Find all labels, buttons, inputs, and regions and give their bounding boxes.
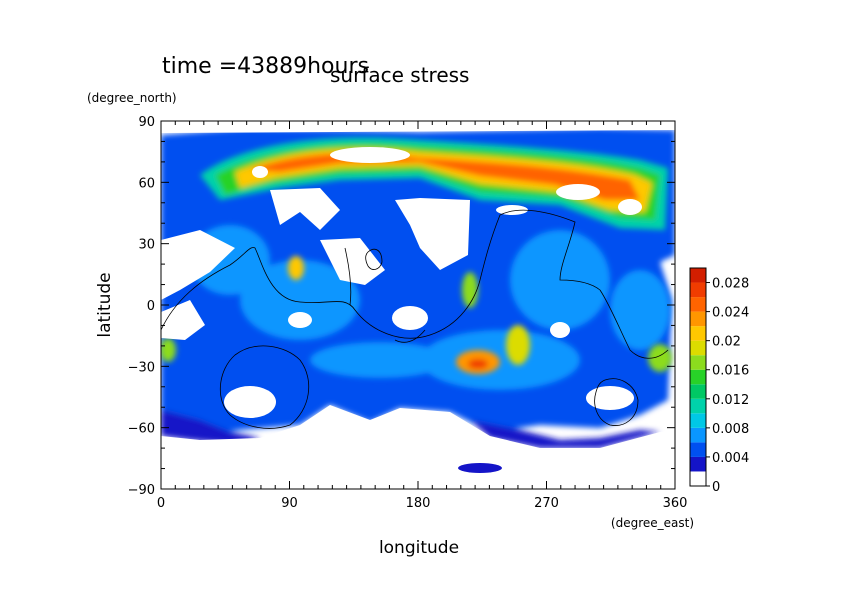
hotspot-4	[462, 272, 478, 308]
contour-6	[394, 329, 426, 343]
y-axis-unit: (degree_north)	[87, 91, 177, 105]
colorbar-tick-label: 0.004	[712, 451, 749, 466]
hotspot-1-core	[468, 359, 488, 369]
calm-patch-3	[556, 184, 600, 200]
colorbar-swatch	[690, 442, 706, 457]
colorbar-swatch	[690, 355, 706, 370]
hotspot-3	[288, 256, 304, 280]
calm-patch-12	[586, 386, 634, 410]
y-tick-label: 0	[147, 299, 155, 314]
calm-patch-9	[161, 230, 235, 300]
calm-patch-2	[252, 166, 268, 178]
chart-title: surface stress	[330, 63, 469, 87]
jet-stream	[200, 137, 668, 230]
colorbar-swatch	[690, 297, 706, 312]
colorbar-tick-label: 0.012	[712, 393, 749, 408]
colorbar-tick-label: 0.02	[712, 335, 741, 350]
patch-cyan-2	[420, 330, 580, 390]
secondary-hotspots	[161, 256, 672, 374]
hotspot-6	[648, 344, 672, 372]
hotspot-5	[161, 338, 176, 362]
calm-patch-14	[288, 312, 312, 328]
colorbar-swatch	[690, 384, 706, 399]
calm-patch-10	[161, 300, 205, 340]
contour-1	[161, 209, 669, 359]
x-axis-unit: (degree_east)	[611, 516, 694, 530]
calm-patch-13	[392, 306, 428, 330]
x-tick-label: 180	[406, 496, 431, 511]
calm-patch-7	[395, 198, 470, 270]
contour-2	[219, 345, 309, 429]
colorbar-swatch	[690, 398, 706, 414]
calm-patch-11	[224, 386, 276, 418]
colorbar-swatch	[690, 282, 706, 298]
calm-south	[161, 405, 675, 489]
colorbar-swatch	[690, 311, 706, 327]
colorbar-tick-label: 0	[712, 480, 720, 495]
y-tick-label: −30	[128, 360, 155, 375]
y-axis: −90 −60 −30 0 30 60 90	[128, 115, 675, 498]
colorbar-swatch	[690, 340, 706, 356]
contour-lines	[161, 209, 669, 429]
patch-cyan-6	[610, 270, 670, 350]
x-axis-label: longitude	[379, 538, 459, 558]
x-tick-label: 90	[281, 496, 298, 511]
calm-regions	[161, 121, 675, 489]
time-label: time =43889hours	[162, 54, 369, 79]
hotspot-2	[506, 325, 530, 365]
colorbar-swatch	[690, 369, 706, 385]
calm-patch-8	[320, 238, 385, 285]
colorbar-tick-label: 0.024	[712, 306, 749, 321]
y-tick-label: 30	[138, 238, 155, 253]
x-tick-label: 0	[157, 496, 165, 511]
colorbar-swatch	[690, 326, 706, 341]
patch-cyan-5	[310, 342, 450, 378]
contour-4	[365, 248, 383, 270]
calm-patch-5	[496, 205, 528, 215]
field-layer	[161, 121, 675, 489]
colorbar: 0 0.004 0.008 0.012 0.016 0.02 0.024 0.028	[689, 267, 749, 495]
contour-3	[594, 378, 639, 426]
calm-patch-1	[330, 147, 410, 163]
colorbar-tick-label: 0.008	[712, 422, 749, 437]
region-blue-tongue-sw	[161, 410, 260, 445]
y-axis-label: latitude	[95, 272, 115, 337]
colorbar-swatch	[690, 413, 706, 428]
colorbar-tick-label: 0.028	[712, 277, 749, 292]
contour-5	[344, 247, 352, 306]
colorbar-tick-label: 0.016	[712, 364, 749, 379]
colorbar-swatch	[690, 471, 706, 486]
calm-patch-15	[550, 322, 570, 338]
y-tick-label: 90	[138, 115, 155, 130]
colorbar-swatch	[690, 456, 706, 472]
patch-cyan-1	[240, 260, 360, 340]
y-tick-label: −90	[128, 483, 155, 498]
x-axis: 0 90 180 270 360	[157, 121, 688, 511]
region-blue-tongue-se	[470, 420, 660, 448]
colorbar-swatch	[690, 268, 706, 283]
x-tick-label: 360	[663, 496, 688, 511]
y-tick-label: 60	[138, 176, 155, 191]
calm-patch-6	[270, 188, 340, 230]
cyan-patches	[190, 225, 670, 390]
jet-yellow	[235, 148, 652, 212]
calm-patch-4	[618, 199, 642, 215]
colorbar-frame	[689, 267, 707, 487]
y-tick-label: −60	[128, 422, 155, 437]
jet-orange	[250, 153, 640, 200]
colorbar-swatch	[690, 427, 706, 443]
south-patch	[458, 463, 502, 473]
x-tick-label: 270	[534, 496, 559, 511]
